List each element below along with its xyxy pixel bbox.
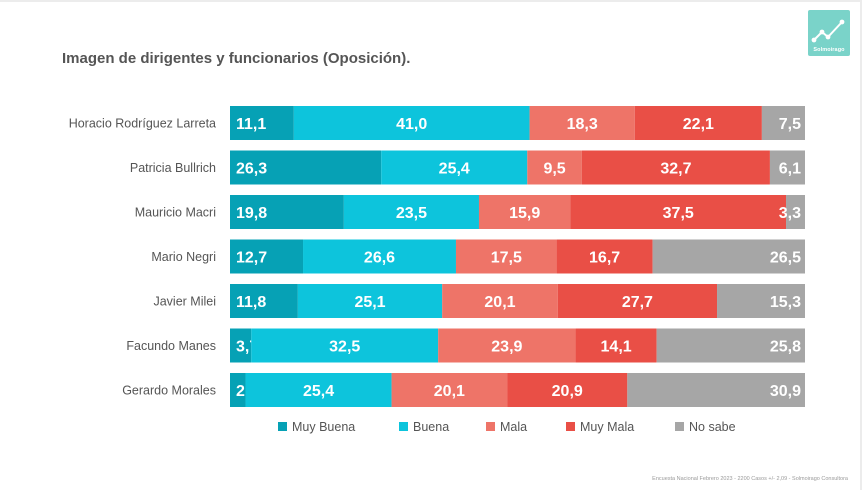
data-label: 7,5 [779,116,801,133]
data-label: 17,5 [491,250,522,267]
legend-swatch [566,422,575,431]
data-label: 3,3 [779,205,801,222]
legend-swatch [278,422,287,431]
category-label: Javier Milei [153,295,216,309]
data-label: 18,3 [567,116,598,133]
data-label: 14,1 [601,339,632,356]
data-label: 32,5 [329,339,360,356]
bar-segment [230,106,294,140]
data-label: 26,5 [770,250,801,267]
page-title: Imagen de dirigentes y funcionarios (Opo… [62,50,411,67]
bar-segment [455,239,557,274]
bar-segment [556,239,653,274]
right-divider [860,0,862,490]
bar-segment [343,195,479,229]
data-label: 6,1 [779,161,801,178]
data-label: 23,9 [491,339,522,356]
data-label: 25,1 [354,294,385,311]
bar-segment [230,284,298,318]
category-label: Mario Negri [151,250,216,264]
bar-segment [297,284,443,318]
data-label: 22,1 [683,116,714,133]
legend-swatch [486,422,495,431]
legend-label: Muy Buena [292,420,355,434]
bar-segment [438,328,576,363]
bar-segment [634,106,762,140]
data-label: 25,4 [439,161,470,178]
category-label: Patricia Bullrich [130,161,216,175]
bar-segment [761,106,805,140]
category-label: Facundo Manes [126,339,216,353]
bar-segment [230,150,382,185]
top-divider [0,0,862,2]
legend-label: No sabe [689,420,736,434]
data-label: 30,9 [770,383,801,400]
bar-segment [230,328,252,363]
brand-logo: Solmoirago [808,10,850,56]
bar-segment [557,284,718,318]
bar-segment [581,150,770,185]
data-label: 9,5 [543,161,565,178]
bar-segment [627,373,805,407]
bar-segment [442,284,558,318]
data-label: 12,7 [236,250,267,267]
bar-segment [381,150,528,185]
data-label: 25,8 [770,339,801,356]
bar-segment [527,150,582,185]
bar-segment [717,284,805,318]
bar-segment [786,195,805,229]
bar-segment [391,373,508,407]
data-label: 37,5 [663,205,694,222]
legend-swatch [675,422,684,431]
bar-segment [575,328,657,363]
data-label: 11,8 [236,294,266,311]
data-label: 20,1 [434,383,465,400]
bar-segment [570,195,787,229]
data-label: 27,7 [622,294,653,311]
bar-segment [769,150,805,185]
data-label: 19,8 [236,205,267,222]
bar-segment [245,373,392,407]
legend-swatch [399,422,408,431]
bar-segment [529,106,635,140]
bar-segment [230,373,246,407]
bar-segment [656,328,805,363]
bar-segment [507,373,628,407]
legend-label: Mala [500,420,527,434]
bar-segment [478,195,571,229]
logo-text: Solmoirago [813,47,845,53]
data-label: 15,9 [509,205,540,222]
data-label: 15,3 [770,294,801,311]
data-label: 41,0 [396,116,427,133]
data-label: 25,4 [303,383,334,400]
category-label: Horacio Rodríguez Larreta [69,117,216,131]
bar-segment [652,239,805,274]
legend-label: Muy Mala [580,420,634,434]
bar-segment [251,328,439,363]
data-label: 16,7 [589,250,620,267]
data-label: 20,9 [552,383,583,400]
data-label: 26,3 [236,161,267,178]
category-label: Mauricio Macri [135,206,216,220]
footer-note: Encuesta Nacional Febrero 2023 - 2200 Ca… [652,476,848,482]
bar-segment [293,106,530,140]
category-label: Gerardo Morales [122,384,216,398]
data-label: 11,1 [236,116,266,133]
data-label: 20,1 [484,294,515,311]
data-label: 23,5 [396,205,427,222]
bar-segment [230,239,304,274]
bar-segment [230,195,344,229]
data-label: 26,6 [364,250,395,267]
bar-segment [303,239,456,274]
chart-trend-icon [811,19,845,43]
legend-label: Buena [413,420,449,434]
data-label: 32,7 [660,161,691,178]
